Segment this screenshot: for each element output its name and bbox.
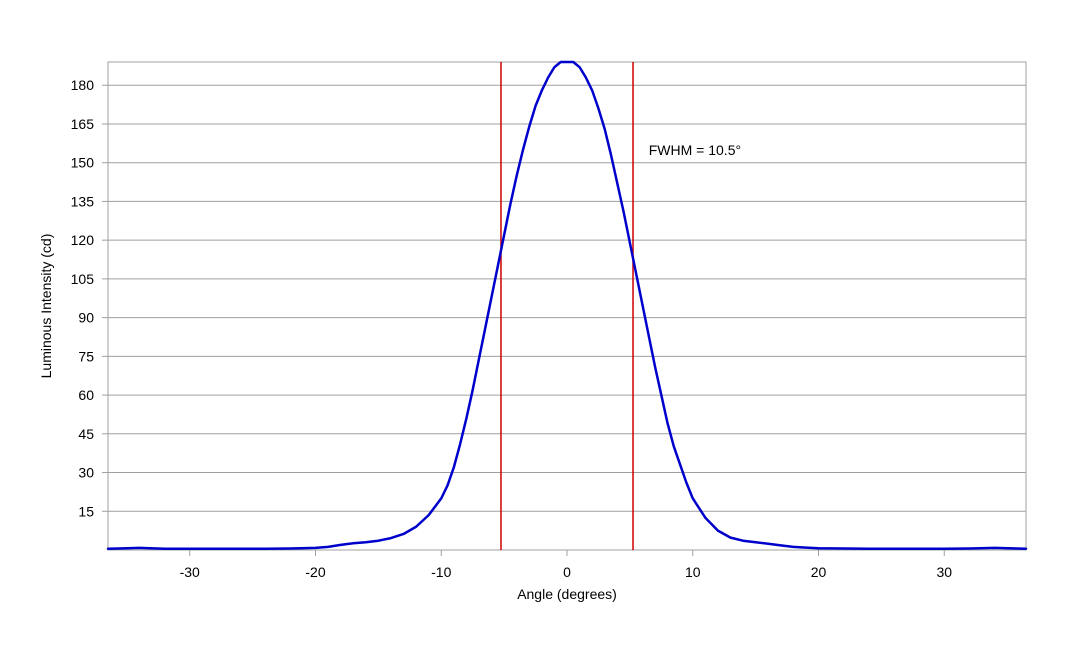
x-tick-label: -30 — [180, 564, 200, 580]
y-tick-label: 15 — [78, 503, 94, 519]
x-axis-title: Angle (degrees) — [517, 586, 617, 602]
plot-area — [107, 61, 1027, 551]
y-tick-label: 105 — [71, 271, 95, 287]
gridlines — [108, 84, 1026, 512]
y-tick-label: 150 — [71, 155, 95, 171]
series-line-1 — [106, 60, 1028, 550]
fwhm-annotation: FWHM = 10.5° — [649, 142, 741, 158]
y-tick-label: 75 — [78, 348, 94, 364]
fwhm-markers — [500, 62, 634, 550]
y-tick-label: 180 — [71, 77, 95, 93]
y-tick-label: 90 — [78, 310, 94, 326]
y-tick-label: 60 — [78, 387, 94, 403]
x-tick-label: -10 — [431, 564, 451, 580]
annotations: FWHM = 10.5° — [649, 142, 741, 158]
x-tick-labels: -30 -20 -10 0 10 20 30 — [180, 550, 952, 580]
y-tick-label: 120 — [71, 232, 95, 248]
y-tick-label: 45 — [78, 426, 94, 442]
y-tick-label: 30 — [78, 465, 94, 481]
y-tick-labels: 15 30 45 60 75 90 105 120 135 150 165 180 — [71, 77, 108, 519]
x-tick-label: 20 — [811, 564, 827, 580]
x-tick-label: 10 — [685, 564, 701, 580]
x-tick-label: 0 — [563, 564, 571, 580]
y-tick-label: 135 — [71, 193, 95, 209]
x-tick-label: -20 — [305, 564, 325, 580]
x-tick-label: 30 — [936, 564, 952, 580]
y-tick-label: 165 — [71, 116, 95, 132]
y-axis-title: Luminous Intensity (cd) — [38, 234, 54, 379]
series-layer — [106, 60, 1028, 550]
